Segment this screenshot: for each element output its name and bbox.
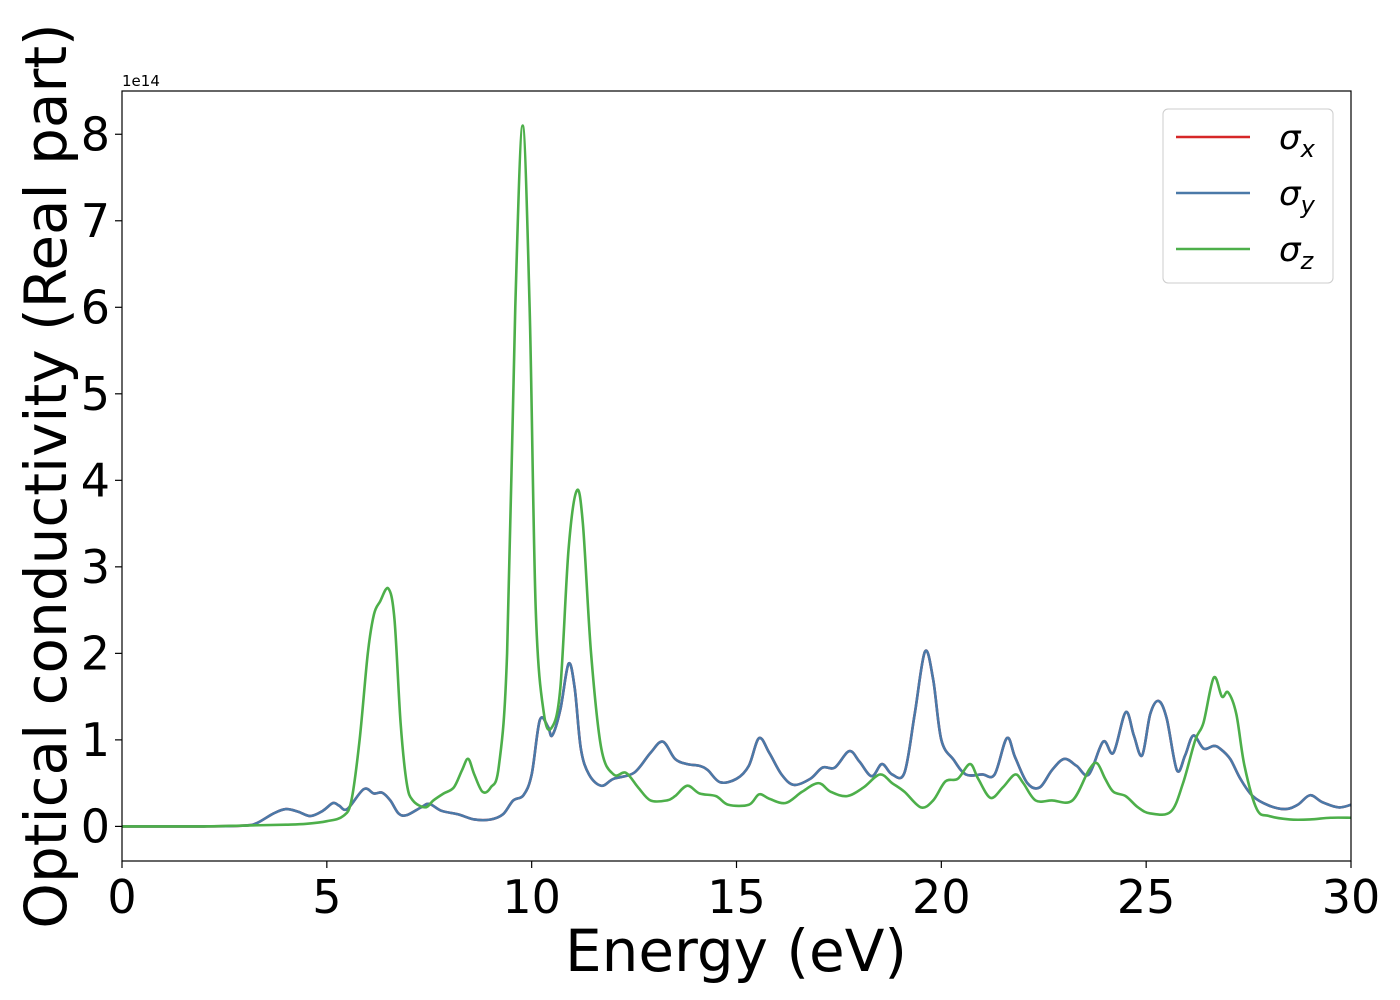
- x-axis-ticks: 0 5 10 15 20 25 30: [107, 861, 1380, 924]
- y-tick-label: 5: [81, 367, 110, 421]
- y-tick-label: 6: [81, 280, 110, 334]
- y-tick-label: 3: [81, 540, 110, 594]
- x-tick-label: 10: [502, 870, 561, 924]
- x-tick-label: 20: [912, 870, 971, 924]
- y-scale-label: 1e14: [122, 72, 160, 90]
- y-axis-ticks: 0 1 2 3 4 5 6 7 8: [81, 107, 122, 853]
- series-line-sigma-x: [122, 649, 1351, 828]
- series-layer: [122, 124, 1351, 828]
- x-tick-label: 0: [107, 870, 136, 924]
- legend-box: [1162, 108, 1334, 284]
- series-line-sigma-z: [122, 124, 1351, 828]
- y-tick-label: 1: [81, 713, 110, 767]
- y-tick-label: 2: [81, 626, 110, 680]
- y-tick-label: 0: [81, 799, 110, 853]
- x-tick-label: 5: [312, 870, 341, 924]
- x-tick-label: 15: [707, 870, 766, 924]
- y-tick-label: 8: [81, 107, 110, 161]
- x-tick-label: 30: [1322, 870, 1381, 924]
- x-tick-label: 25: [1117, 870, 1176, 924]
- y-axis-label: Optical conductivity (Real part): [12, 23, 80, 928]
- x-axis-label: Energy (eV): [565, 917, 907, 985]
- y-tick-label: 4: [81, 453, 110, 507]
- series-line-sigma-y: [122, 649, 1351, 828]
- y-tick-label: 7: [81, 194, 110, 248]
